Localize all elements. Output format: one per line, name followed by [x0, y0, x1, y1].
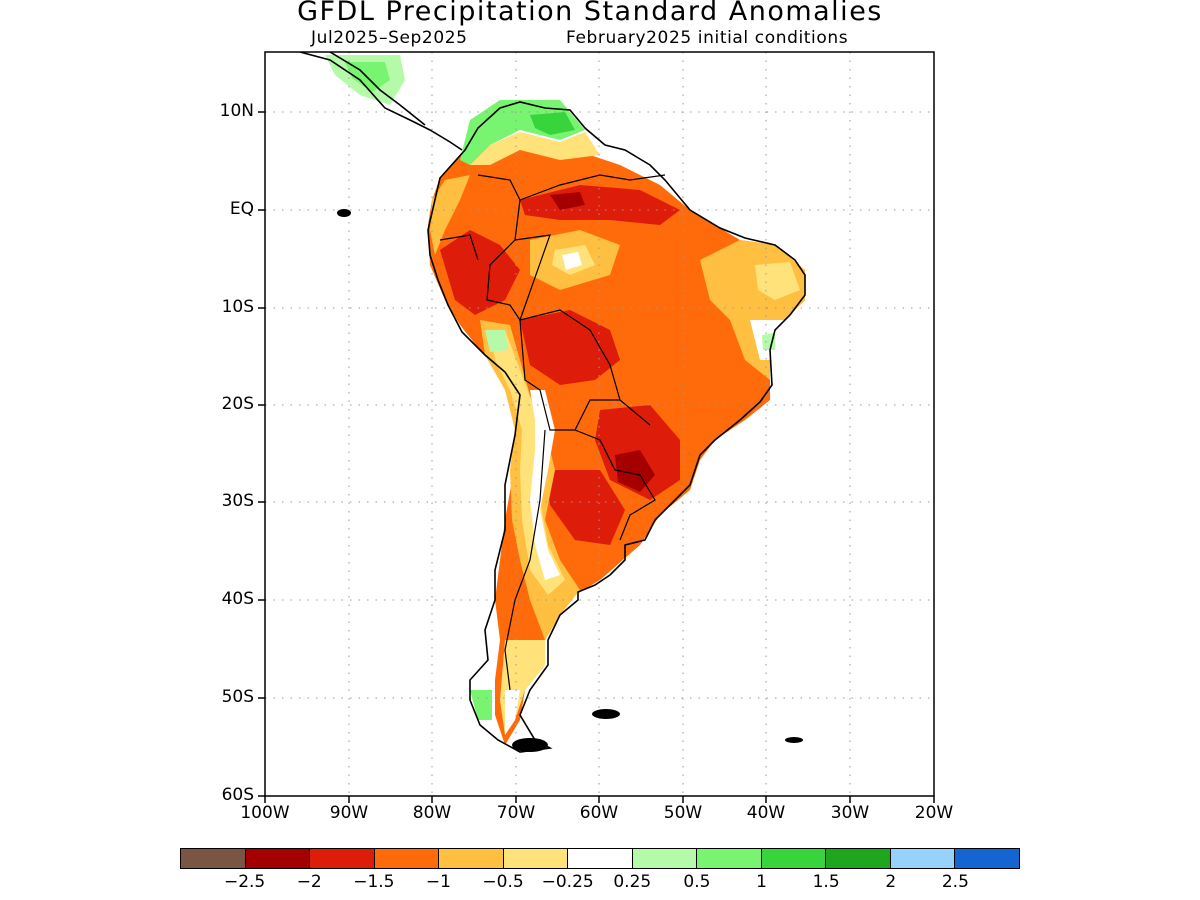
colorbar-swatch-11: [890, 849, 956, 868]
central-america-coastline: [299, 52, 463, 151]
lon-label-40w: 40W: [746, 803, 786, 823]
tierra-del-fuego: [512, 738, 548, 752]
colorbar-label-9: 1.5: [812, 872, 840, 892]
colorbar-label-8: 1: [756, 872, 767, 892]
south-georgia-island: [785, 737, 803, 743]
lat-label-40s: 40S: [221, 589, 254, 609]
colorbar-label-6: 0.25: [613, 872, 652, 892]
country-borders: [439, 174, 666, 691]
graticule: [265, 52, 934, 796]
colorbar-label-10: 2: [885, 872, 897, 892]
colorbar-swatch-9: [761, 849, 827, 868]
colorbar-label-0: −2.5: [223, 872, 266, 892]
islands: [337, 209, 803, 752]
colorbar-swatch-2: [310, 849, 375, 868]
anomaly-field: [325, 55, 805, 745]
andes-neutral: [530, 390, 560, 580]
dry-bolivia: [520, 310, 620, 385]
andes-light: [490, 330, 565, 595]
colorbar-label-1: −2: [296, 872, 322, 892]
fringe-orange-northwest: [430, 175, 470, 255]
colorbar-swatch-10: [826, 849, 891, 868]
falkland-islands: [592, 709, 620, 719]
lat-label-eq: EQ: [229, 199, 254, 219]
colorbar: [180, 848, 1020, 869]
dry-argentina: [545, 470, 625, 545]
fringe-yellow-north: [470, 132, 600, 165]
galapagos-islands: [337, 209, 351, 217]
colorbar-swatch-5: [503, 849, 569, 868]
lat-label-30s: 30S: [221, 491, 254, 511]
lat-label-50s: 50S: [221, 687, 254, 707]
lon-label-20w: 20W: [914, 803, 954, 823]
initial-conditions-subtitle: February2025 initial conditions: [566, 28, 849, 48]
peru-wet: [485, 330, 508, 352]
colorbar-swatch-6: [568, 849, 633, 868]
colorbar-label-2: −1.5: [353, 872, 395, 892]
lon-label-80w: 80W: [412, 803, 452, 823]
colorbar-label-7: 0.5: [683, 872, 711, 892]
lon-label-90w: 90W: [329, 803, 369, 823]
lon-label-100w: 100W: [240, 803, 290, 823]
lon-label-50w: 50W: [663, 803, 703, 823]
colorbar-swatch-0: [181, 849, 246, 868]
colorbar-swatch-4: [439, 849, 504, 868]
colorbar-swatch-3: [374, 849, 440, 868]
very-dry-north: [550, 192, 585, 210]
colorbar-label-5: −0.25: [541, 872, 594, 892]
wet-north-inner: [530, 112, 575, 135]
colorbar-swatch-1: [245, 849, 311, 868]
dry-amazon-west: [440, 230, 520, 315]
colorbar-swatch-7: [632, 849, 698, 868]
colorbar-swatch-12: [955, 849, 1019, 868]
lat-label-60s: 60S: [221, 785, 254, 805]
coastlines: [299, 52, 806, 753]
lat-label-10n: 10N: [219, 101, 254, 121]
map-title: GFDL Precipitation Standard Anomalies: [297, 0, 883, 27]
south-america-coastline: [427, 101, 806, 753]
very-dry-core: [615, 450, 655, 492]
lon-label-60w: 60W: [579, 803, 619, 823]
southern-chile-wet: [470, 690, 492, 720]
patagonia-neutral: [505, 690, 520, 735]
season-subtitle: Jul2025–Sep2025: [311, 28, 468, 48]
colorbar-label-3: −1: [425, 872, 451, 892]
axis-ticks: [258, 111, 935, 803]
neutral-central-amazon: [562, 252, 582, 270]
colorbar-swatch-8: [697, 849, 762, 868]
colorbar-label-11: 2.5: [941, 872, 969, 892]
lon-label-70w: 70W: [496, 803, 536, 823]
lat-label-20s: 20S: [221, 394, 254, 414]
colorbar-label-4: −0.5: [482, 872, 524, 892]
lat-label-10s: 10S: [221, 297, 254, 317]
lon-label-30w: 30W: [830, 803, 870, 823]
